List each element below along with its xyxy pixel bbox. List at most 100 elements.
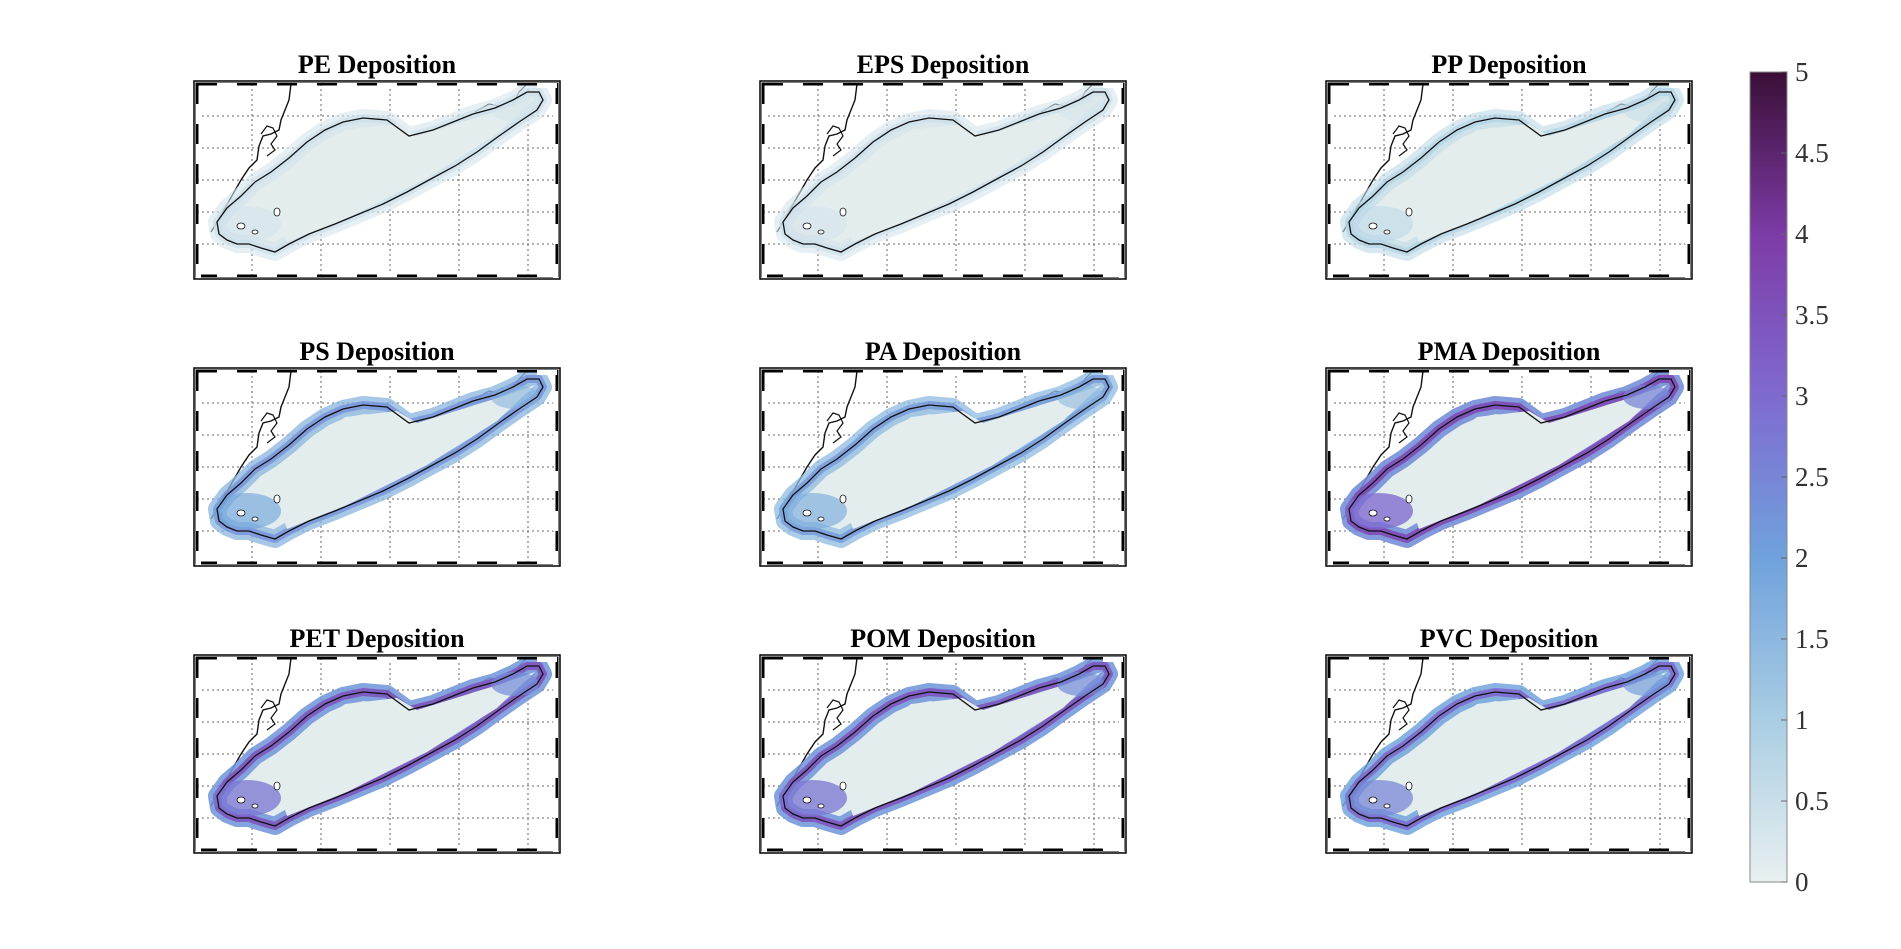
deposition-field	[779, 493, 847, 529]
frame-tick	[903, 272, 923, 277]
lake-interior	[835, 672, 1101, 816]
panel-title: PET Deposition	[289, 624, 465, 653]
frame-tick	[257, 370, 277, 375]
deposition-field	[1345, 206, 1413, 242]
island	[1383, 229, 1391, 235]
frame-tick	[943, 559, 963, 564]
frame-tick	[1469, 559, 1489, 564]
frame-tick	[257, 657, 277, 662]
frame-tick	[497, 370, 517, 375]
frame-tick	[1589, 83, 1609, 88]
frame-tick	[1629, 83, 1649, 88]
colorbar-tick-label: 5	[1795, 57, 1809, 87]
frame-tick	[1509, 83, 1529, 88]
frame-tick	[1328, 678, 1333, 698]
frame-tick	[762, 678, 767, 698]
frame-tick	[337, 83, 357, 88]
panel-title: PMA Deposition	[1418, 337, 1601, 366]
island	[251, 516, 259, 522]
frame-tick	[983, 559, 1003, 564]
frame-tick	[196, 471, 201, 491]
frame-tick	[457, 657, 477, 662]
frame-tick	[1119, 551, 1124, 571]
frame-tick	[1328, 551, 1333, 571]
frame-tick	[1685, 471, 1690, 491]
frame-tick	[1549, 559, 1569, 564]
frame-tick	[1103, 272, 1123, 277]
frame-tick	[1389, 370, 1409, 375]
frame-tick	[783, 370, 803, 375]
map-panel: POM Deposition	[759, 624, 1127, 858]
frame-tick	[903, 370, 923, 375]
island	[839, 781, 847, 791]
frame-tick	[537, 846, 557, 851]
frame-tick	[1629, 559, 1649, 564]
frame-tick	[553, 511, 558, 531]
frame-tick	[823, 83, 843, 88]
frame-tick	[1685, 431, 1690, 451]
frame-tick	[783, 657, 803, 662]
frame-tick	[217, 657, 237, 662]
lake-shoreline	[216, 378, 544, 540]
frame-tick	[457, 272, 477, 277]
colorbar-tick-label: 3	[1795, 381, 1809, 411]
frame-tick	[1063, 657, 1083, 662]
frame-tick	[903, 559, 923, 564]
frame-tick	[1023, 846, 1043, 851]
frame-tick	[762, 184, 767, 204]
colorbar-tick-label: 0.5	[1795, 786, 1829, 816]
frame-tick	[823, 370, 843, 375]
frame-tick	[196, 391, 201, 411]
frame-tick	[217, 370, 237, 375]
frame-tick	[1685, 551, 1690, 571]
frame-tick	[1469, 657, 1489, 662]
deposition-field	[213, 780, 281, 816]
frame-tick	[762, 798, 767, 818]
frame-tick	[196, 224, 201, 244]
frame-tick	[762, 511, 767, 531]
frame-tick	[217, 272, 237, 277]
frame-tick	[1685, 144, 1690, 164]
frame-tick	[196, 144, 201, 164]
frame-tick	[1685, 264, 1690, 284]
frame-tick	[823, 846, 843, 851]
frame-tick	[553, 758, 558, 778]
frame-tick	[257, 846, 277, 851]
colorbar-gradient	[1749, 71, 1788, 883]
frame-tick	[863, 272, 883, 277]
frame-tick	[1685, 838, 1690, 858]
frame-tick	[417, 846, 437, 851]
frame-tick	[257, 83, 277, 88]
frame-tick	[377, 846, 397, 851]
map-frame-outer	[759, 80, 1127, 280]
frame-tick	[1349, 370, 1369, 375]
frame-tick	[762, 471, 767, 491]
frame-tick	[196, 511, 201, 531]
frame-tick	[863, 657, 883, 662]
frame-tick	[1063, 846, 1083, 851]
frame-tick	[196, 551, 201, 571]
frame-tick	[196, 758, 201, 778]
frame-tick	[196, 184, 201, 204]
frame-tick	[1119, 264, 1124, 284]
frame-tick	[1349, 846, 1369, 851]
frame-tick	[457, 559, 477, 564]
colorbar: 0 0.5 1 1.5 2 2.5 3 3.5 4 4.5 5	[1749, 57, 1829, 897]
frame-tick	[1589, 657, 1609, 662]
frame-tick	[297, 272, 317, 277]
frame-tick	[1349, 83, 1369, 88]
frame-tick	[1119, 224, 1124, 244]
lake-shoreline	[1348, 91, 1676, 253]
frame-tick	[553, 838, 558, 858]
deposition-field	[1623, 672, 1671, 696]
frame-tick	[1103, 846, 1123, 851]
frame-tick	[1549, 370, 1569, 375]
frame-tick	[863, 559, 883, 564]
lake-interior	[1401, 385, 1667, 529]
lake-shoreline	[782, 665, 1110, 827]
frame-tick	[553, 471, 558, 491]
frame-tick	[943, 657, 963, 662]
frame-tick	[337, 559, 357, 564]
frame-tick	[553, 678, 558, 698]
frame-tick	[1063, 83, 1083, 88]
